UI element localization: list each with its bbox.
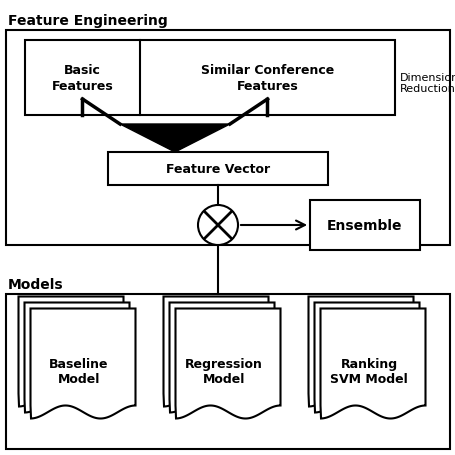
Text: Models: Models [8,278,64,291]
Polygon shape [163,297,268,407]
Text: Feature Vector: Feature Vector [166,162,269,176]
Text: Baseline
Model: Baseline Model [49,358,108,386]
Text: Ranking
SVM Model: Ranking SVM Model [329,358,407,386]
Circle shape [197,206,238,245]
Text: Dimension
Reduction: Dimension Reduction [399,72,455,94]
Text: Basic
Features: Basic Features [51,64,113,92]
Polygon shape [19,297,123,407]
Polygon shape [320,309,425,419]
Polygon shape [30,309,135,419]
Text: Regression
Model: Regression Model [185,358,263,386]
Text: Ensemble: Ensemble [327,218,402,233]
Bar [6,294,449,449]
Polygon shape [175,309,280,419]
Polygon shape [308,297,413,407]
Polygon shape [169,303,274,413]
Text: Feature Engineering: Feature Engineering [8,14,167,28]
Text: Similar Conference
Features: Similar Conference Features [201,64,334,92]
Polygon shape [314,303,419,413]
Polygon shape [25,303,129,413]
Bar [25,41,394,116]
Bar [6,31,449,245]
Bar [108,153,327,186]
Bar [309,201,419,250]
Polygon shape [120,125,229,153]
